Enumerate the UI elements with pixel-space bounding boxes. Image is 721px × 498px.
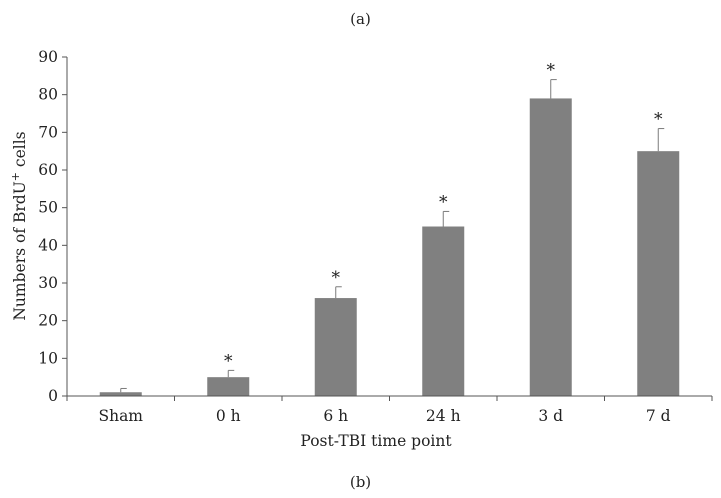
bar — [422, 226, 465, 396]
x-tick-label: 3 d — [538, 407, 563, 425]
y-axis: 0 10 20 30 40 50 60 70 80 90 — [38, 48, 68, 405]
x-axis: Sham 0 h 6 h 24 h 3 d 7 d — [66, 395, 713, 425]
y-tick-label: 40 — [38, 236, 58, 254]
significance-marker: * — [332, 268, 341, 288]
significance-marker: * — [654, 110, 663, 130]
y-tick-label: 60 — [38, 161, 58, 179]
bar — [314, 298, 357, 396]
x-axis-label: Post-TBI time point — [300, 432, 452, 450]
y-tick-label: 30 — [38, 274, 58, 292]
y-tick-label: 10 — [38, 349, 58, 367]
bar — [529, 98, 572, 396]
significance-marker: * — [224, 351, 233, 371]
x-tick-label: Sham — [98, 407, 143, 425]
x-tick-label: 24 h — [426, 407, 461, 425]
panel-label-b: (b) — [349, 473, 372, 491]
y-tick-label: 80 — [38, 86, 58, 104]
x-tick-label: 0 h — [216, 407, 241, 425]
bar — [99, 392, 142, 396]
significance-marker: * — [547, 61, 556, 81]
y-tick-label: 20 — [38, 312, 58, 330]
y-tick-label: 70 — [38, 123, 58, 141]
y-tick-label: 0 — [48, 387, 58, 405]
significance-marker: * — [439, 192, 448, 212]
panel-label-a: (a) — [350, 10, 371, 28]
y-tick-label: 50 — [38, 199, 58, 217]
x-tick-label: 7 d — [646, 407, 671, 425]
bars: * * * * * — [99, 61, 680, 396]
y-axis-label: Numbers of BrdU+ cells — [9, 131, 29, 320]
bar — [207, 377, 250, 396]
x-tick-label: 6 h — [323, 407, 348, 425]
y-tick-label: 90 — [38, 48, 58, 66]
bar — [637, 151, 680, 396]
